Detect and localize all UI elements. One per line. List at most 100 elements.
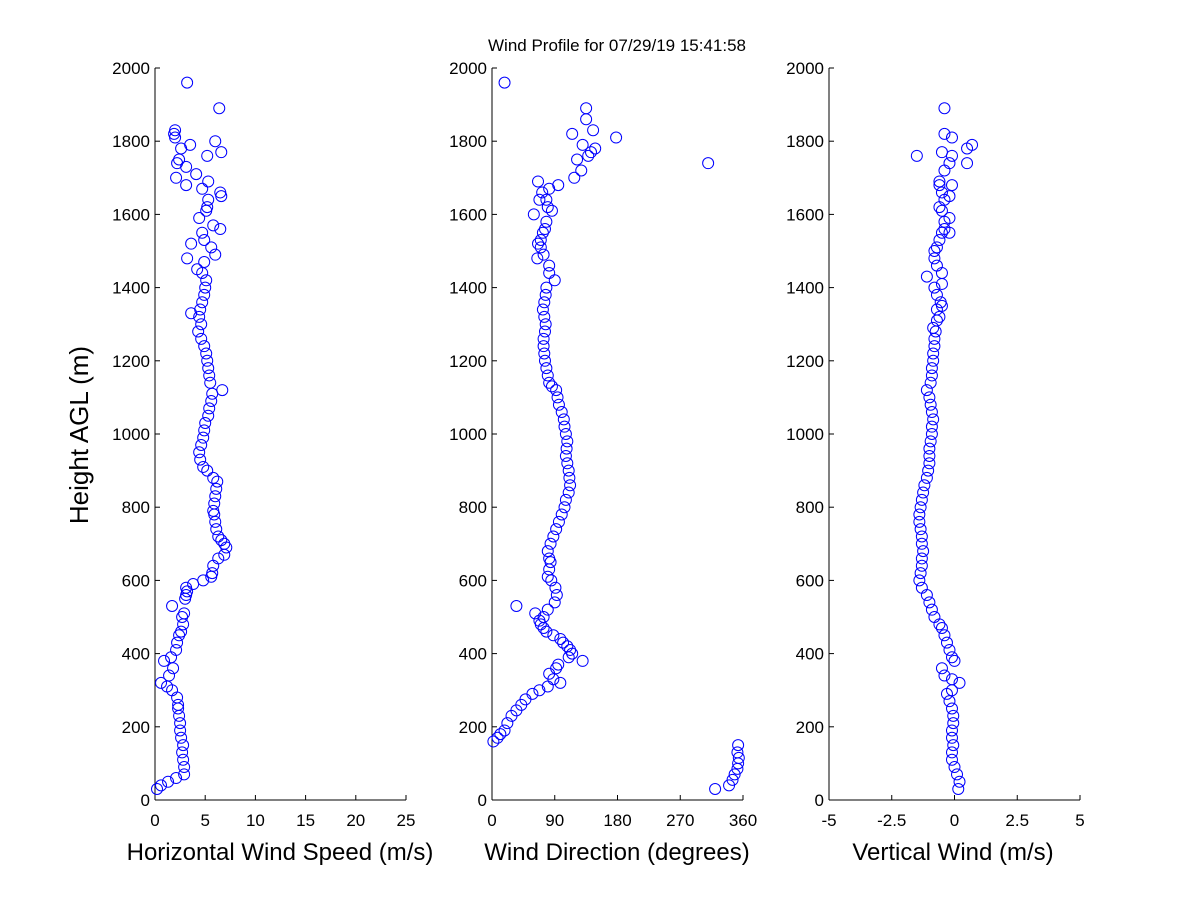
vertical-data-point — [935, 266, 948, 279]
horizontal-wind-speed-panel: 0 200 400 600 800 1000 1200 1400 1600 1800 2000 0 5 1… — [112, 59, 433, 866]
speed-data-point — [201, 464, 214, 477]
vertical-data-point — [922, 464, 935, 477]
direction-data-point — [587, 124, 600, 137]
speed-data-point — [201, 201, 214, 214]
vertical-data-point — [920, 589, 933, 602]
vertical-data-point — [917, 545, 930, 558]
figure-title: Wind Profile for 07/29/19 15:41:58 — [488, 36, 746, 55]
vertical-data-point — [929, 325, 942, 338]
y-tick-label: 1400 — [112, 279, 150, 298]
vertical-data-point — [933, 175, 946, 188]
y-tick-label: 0 — [815, 791, 824, 810]
vertical-data-point — [915, 537, 928, 550]
vertical-data-point — [914, 567, 927, 580]
speed-data-point — [181, 585, 194, 598]
vertical-data-point — [945, 746, 958, 759]
speed-data-point — [208, 497, 221, 510]
vertical-data-point — [943, 157, 956, 170]
y-tick-label: 600 — [122, 571, 150, 590]
direction-data-point — [538, 325, 551, 338]
speed-data-point — [185, 237, 198, 250]
direction-data-point — [559, 449, 572, 462]
vertical-data-point — [945, 702, 958, 715]
vertical-data-point — [920, 471, 933, 484]
direction-data-point — [550, 523, 563, 536]
speed-data-point — [180, 581, 193, 594]
direction-data-point — [537, 611, 550, 623]
speed-data-point — [195, 318, 208, 331]
vertical-data-point — [927, 347, 940, 360]
vertical-data-point — [914, 501, 927, 514]
speed-data-point — [169, 124, 182, 137]
speed-data-point — [202, 193, 215, 206]
direction-data-point — [533, 193, 546, 206]
direction-data-point — [728, 768, 741, 781]
vertical-data-point — [915, 559, 928, 572]
direction-data-point — [531, 252, 544, 265]
direction-data-point — [554, 632, 567, 645]
direction-data-point — [541, 201, 554, 214]
speed-data-point — [214, 223, 227, 236]
speed-data-point — [211, 475, 224, 488]
y-axis-label: Height AGL (m) — [64, 346, 94, 524]
vertical-data-point — [928, 611, 941, 623]
vertical-wind-panel: 0 200 400 600 800 1000 1200 1400 1600 1800 2000 -5 -… — [786, 59, 1085, 866]
y-tick-label: 400 — [122, 645, 150, 664]
speed-data-point — [200, 204, 213, 217]
vertical-data-point — [945, 731, 958, 744]
speed-data-point — [187, 578, 200, 591]
direction-data-point — [532, 175, 545, 188]
vertical-data-point — [913, 508, 926, 521]
y-tick-label: 600 — [796, 571, 824, 590]
speed-data-point — [196, 226, 209, 239]
vertical-data-point — [943, 695, 956, 708]
speed-data-point — [201, 149, 214, 162]
speed-data-point — [174, 724, 187, 737]
speed-data-point — [171, 691, 184, 704]
direction-data-point — [559, 493, 572, 506]
direction-data-point — [564, 479, 577, 492]
vertical-data-point — [945, 149, 958, 162]
vertical-data-point — [933, 201, 946, 214]
vertical-data-point — [933, 234, 946, 247]
vertical-data-point — [915, 493, 928, 506]
direction-data-point — [564, 643, 577, 656]
speed-data-point — [207, 504, 220, 517]
y-tick-label: 1400 — [449, 279, 487, 298]
vertical-data-point — [933, 179, 946, 192]
speed-data-point — [203, 402, 216, 415]
x-tick-label: 360 — [729, 811, 757, 830]
speed-data-point — [206, 567, 219, 580]
speed-data-point — [210, 482, 223, 495]
x-tick-label: 5 — [200, 811, 209, 830]
vertical-data-point — [924, 376, 937, 389]
x-tick-label: 5 — [1075, 811, 1084, 830]
vertical-data-point — [947, 739, 960, 752]
speed-data-point — [178, 607, 191, 620]
speed-data-point — [190, 168, 203, 181]
y-tick-label: 1600 — [112, 205, 150, 224]
vertical-data-point — [961, 157, 974, 170]
y-tick-label: 400 — [796, 645, 824, 664]
x-tick-label: 10 — [246, 811, 265, 830]
vertical-data-point — [943, 643, 956, 656]
speed-data-point — [213, 102, 226, 115]
vertical-data-point — [953, 676, 966, 689]
vertical-data-point — [925, 428, 938, 440]
direction-data-point — [589, 142, 602, 155]
speed-data-point — [207, 219, 220, 232]
speed-data-point — [209, 248, 222, 261]
direction-data-point — [562, 486, 575, 499]
direction-data-point — [558, 501, 571, 514]
vertical-data-point — [945, 724, 958, 737]
vertical-data-point — [925, 362, 938, 375]
speed-data-point — [151, 783, 164, 796]
direction-data-point — [580, 113, 593, 126]
direction-data-point — [526, 687, 539, 700]
direction-data-point — [585, 146, 598, 159]
vertical-data-point — [925, 369, 938, 382]
direction-x-axis-label: Wind Direction (degrees) — [484, 839, 749, 866]
y-tick-label: 200 — [122, 718, 150, 737]
y-tick-label: 0 — [141, 791, 150, 810]
direction-data-point — [726, 773, 739, 786]
